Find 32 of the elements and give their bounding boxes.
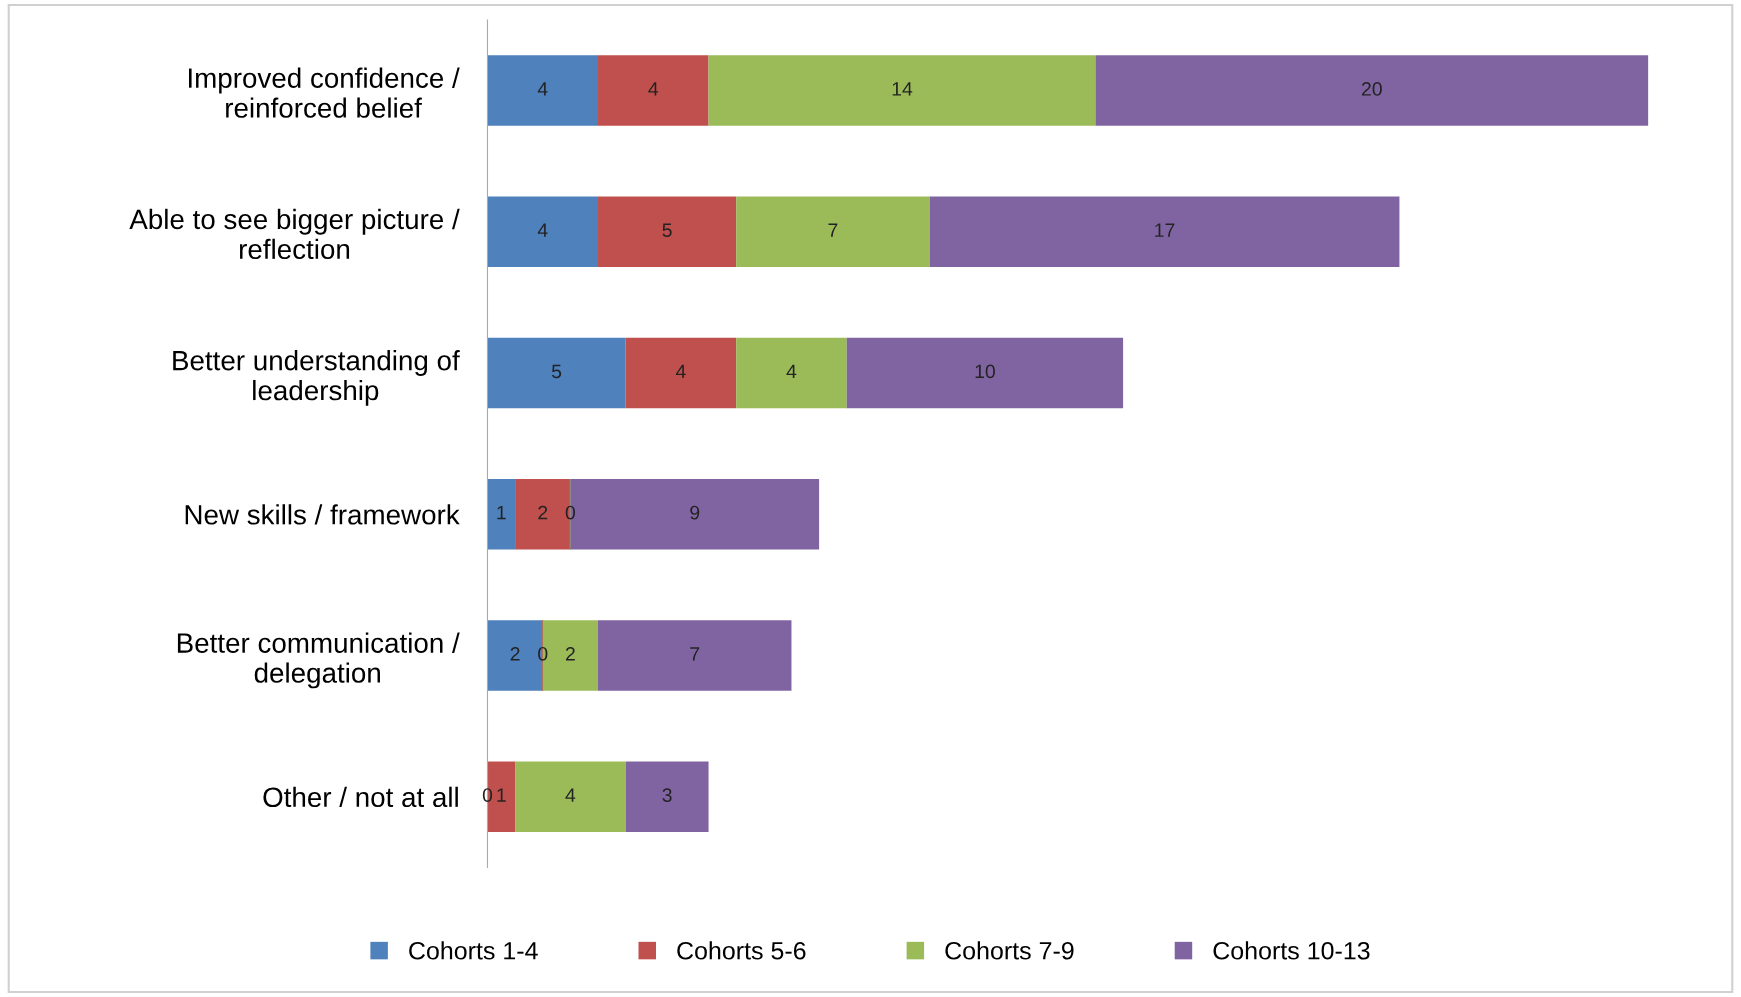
- data-label: 3: [662, 788, 672, 802]
- data-label: 7: [690, 647, 700, 661]
- data-label: 7: [828, 223, 838, 237]
- y-tick-label: Able to see bigger picture / reflection: [129, 208, 460, 260]
- data-label: 1: [497, 505, 506, 520]
- data-label: 4: [675, 364, 686, 379]
- data-label: 1: [497, 788, 506, 802]
- legend-label: Cohorts 10-13: [1213, 941, 1370, 960]
- data-label: 10: [975, 364, 995, 379]
- data-label: 2: [510, 646, 520, 661]
- data-label: 5: [551, 364, 562, 379]
- legend-label: Cohorts 5-6: [677, 941, 806, 960]
- legend-label: Cohorts 1-4: [409, 941, 538, 960]
- y-tick-label: Improved confidence / reinforced belief: [188, 67, 460, 118]
- data-label: 2: [565, 646, 575, 661]
- data-label: 9: [690, 505, 700, 520]
- data-label: 14: [892, 82, 913, 96]
- legend-label: Cohorts 7-9: [945, 941, 1074, 960]
- data-label: 4: [565, 788, 576, 802]
- data-label: 20: [1361, 82, 1382, 96]
- y-tick-label: Better understanding of leadership: [173, 350, 460, 406]
- data-label: 17: [1155, 223, 1175, 237]
- data-label: 4: [648, 82, 659, 96]
- data-label: 4: [537, 223, 548, 237]
- data-label: 4: [786, 364, 797, 379]
- y-tick-label: Better communication / delegation: [177, 632, 460, 689]
- data-label: 5: [662, 223, 672, 238]
- y-tick-label: Other / not at all: [263, 786, 458, 808]
- y-tick-label: New skills / framework: [185, 504, 460, 525]
- data-label: 0: [565, 505, 576, 520]
- data-label: 4: [537, 82, 548, 96]
- data-label: 2: [538, 505, 548, 520]
